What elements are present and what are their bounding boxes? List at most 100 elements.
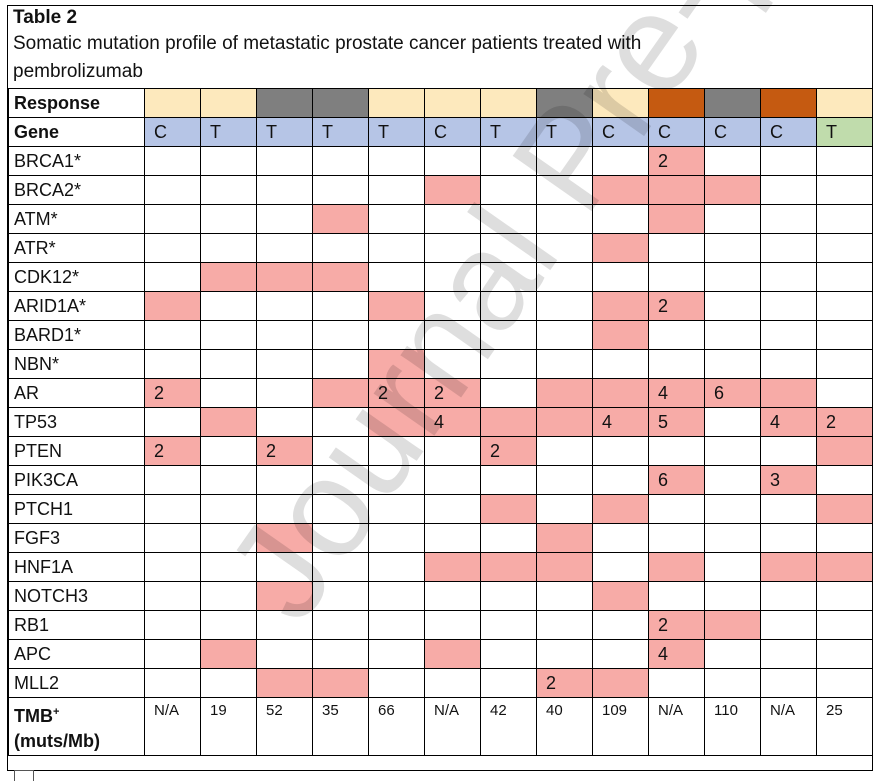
mutation-cell bbox=[592, 262, 649, 292]
mutation-cell bbox=[312, 610, 369, 640]
mutation-cell bbox=[536, 465, 593, 495]
gene-header-cell-1: C bbox=[144, 117, 201, 147]
mutation-cell bbox=[200, 436, 257, 466]
mutation-cell bbox=[424, 291, 481, 321]
mutation-cell: 2 bbox=[648, 291, 705, 321]
mutation-cell bbox=[760, 668, 817, 698]
mutation-cell: 4 bbox=[760, 407, 817, 437]
gene-row: PTCH1 bbox=[8, 494, 873, 524]
checkbox-icon[interactable] bbox=[14, 770, 34, 781]
gene-header-cell-2: T bbox=[200, 117, 257, 147]
mutation-cell: 3 bbox=[760, 465, 817, 495]
mutation-cell bbox=[480, 320, 537, 350]
mutation-cell bbox=[760, 639, 817, 669]
mutation-cell bbox=[256, 668, 313, 698]
mutation-cell bbox=[256, 465, 313, 495]
mutation-cell bbox=[760, 581, 817, 611]
table-caption: Table 2 Somatic mutation profile of meta… bbox=[13, 6, 863, 86]
mutation-cell bbox=[536, 581, 593, 611]
mutation-cell bbox=[368, 552, 425, 582]
gene-name: BRCA2* bbox=[8, 175, 145, 205]
mutation-cell bbox=[760, 320, 817, 350]
mutation-cell bbox=[536, 146, 593, 176]
gene-name: PTEN bbox=[8, 436, 145, 466]
mutation-cell bbox=[312, 175, 369, 205]
mutation-cell bbox=[704, 204, 761, 234]
mutation-cell bbox=[648, 494, 705, 524]
mutation-cell bbox=[312, 378, 369, 408]
mutation-cell bbox=[816, 320, 873, 350]
mutation-cell bbox=[256, 175, 313, 205]
table-title-line-1: Somatic mutation profile of metastatic p… bbox=[13, 33, 642, 54]
mutation-cell bbox=[256, 610, 313, 640]
mutation-cell bbox=[256, 204, 313, 234]
gene-name: MLL2 bbox=[8, 668, 145, 698]
mutation-cell bbox=[144, 262, 201, 292]
mutation-cell bbox=[200, 233, 257, 263]
mutation-cell bbox=[424, 465, 481, 495]
gene-header-cell-6: C bbox=[424, 117, 481, 147]
tmb-value: N/A bbox=[144, 697, 201, 756]
gene-header-cell-12: C bbox=[760, 117, 817, 147]
mutation-cell bbox=[368, 175, 425, 205]
mutation-cell bbox=[312, 146, 369, 176]
mutation-cell bbox=[480, 349, 537, 379]
mutation-cell bbox=[312, 581, 369, 611]
mutation-cell bbox=[536, 407, 593, 437]
mutation-cell bbox=[536, 175, 593, 205]
mutation-cell bbox=[144, 233, 201, 263]
response-cell-6 bbox=[424, 88, 481, 118]
mutation-cell bbox=[816, 146, 873, 176]
mutation-cell bbox=[368, 523, 425, 553]
mutation-cell bbox=[704, 465, 761, 495]
mutation-cell bbox=[368, 610, 425, 640]
mutation-cell bbox=[760, 146, 817, 176]
mutation-cell bbox=[144, 349, 201, 379]
mutation-cell bbox=[592, 378, 649, 408]
gene-header-cell-8: T bbox=[536, 117, 593, 147]
mutation-cell bbox=[144, 320, 201, 350]
mutation-cell bbox=[424, 610, 481, 640]
response-cell-12 bbox=[760, 88, 817, 118]
mutation-cell bbox=[480, 291, 537, 321]
mutation-cell bbox=[480, 175, 537, 205]
mutation-cell bbox=[256, 291, 313, 321]
gene-name: RB1 bbox=[8, 610, 145, 640]
mutation-cell: 4 bbox=[592, 407, 649, 437]
mutation-cell bbox=[704, 494, 761, 524]
gene-row: TP53 4 4 5 4 2 bbox=[8, 407, 873, 437]
mutation-cell bbox=[536, 552, 593, 582]
mutation-cell bbox=[144, 146, 201, 176]
mutation-cell bbox=[312, 465, 369, 495]
mutation-cell bbox=[816, 668, 873, 698]
mutation-cell bbox=[200, 378, 257, 408]
mutation-cell bbox=[592, 668, 649, 698]
mutation-cell bbox=[536, 639, 593, 669]
gene-name: NBN* bbox=[8, 349, 145, 379]
mutation-cell bbox=[312, 262, 369, 292]
mutation-cell bbox=[312, 436, 369, 466]
mutation-cell bbox=[424, 436, 481, 466]
mutation-cell bbox=[816, 378, 873, 408]
gene-row: PTEN 2 2 2 bbox=[8, 436, 873, 466]
gene-name: PIK3CA bbox=[8, 465, 145, 495]
mutation-cell bbox=[480, 552, 537, 582]
mutation-cell bbox=[592, 494, 649, 524]
mutation-cell bbox=[480, 262, 537, 292]
gene-row: BARD1* bbox=[8, 320, 873, 350]
gene-name: HNF1A bbox=[8, 552, 145, 582]
mutation-cell bbox=[704, 407, 761, 437]
mutation-cell bbox=[592, 523, 649, 553]
mutation-cell bbox=[704, 320, 761, 350]
mutation-cell: 2 bbox=[368, 378, 425, 408]
mutation-cell bbox=[480, 465, 537, 495]
mutation-cell bbox=[704, 581, 761, 611]
mutation-cell bbox=[256, 494, 313, 524]
gene-name: FGF3 bbox=[8, 523, 145, 553]
mutation-cell bbox=[200, 291, 257, 321]
mutation-cell bbox=[424, 175, 481, 205]
mutation-cell bbox=[200, 639, 257, 669]
mutation-cell bbox=[816, 610, 873, 640]
tmb-value: 66 bbox=[368, 697, 425, 756]
mutation-cell: 6 bbox=[704, 378, 761, 408]
